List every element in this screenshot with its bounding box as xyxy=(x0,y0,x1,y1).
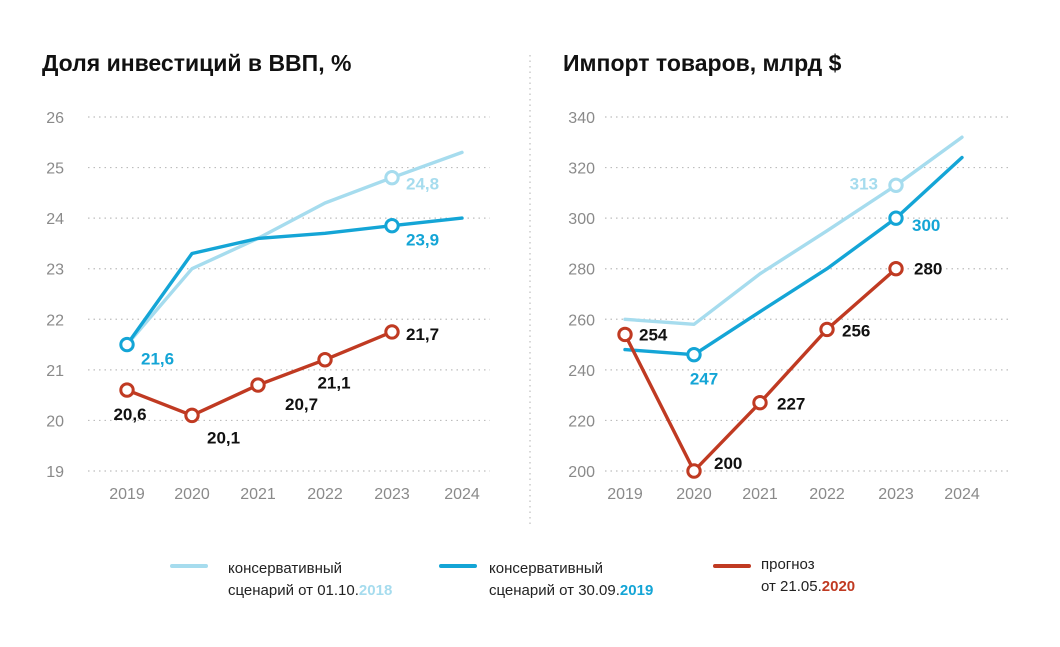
data-label: 300 xyxy=(912,216,940,235)
data-label: 227 xyxy=(777,395,805,414)
x-tick-label: 2020 xyxy=(174,486,210,503)
y-tick-label: 280 xyxy=(568,262,595,279)
y-tick-label: 22 xyxy=(46,312,64,329)
legend-date-prefix: сценарий от 01.10. xyxy=(228,582,359,599)
x-tick-label: 2022 xyxy=(307,486,343,503)
y-tick-label: 19 xyxy=(46,464,64,481)
x-tick-label: 2024 xyxy=(944,486,980,503)
data-label: 280 xyxy=(914,260,942,279)
data-point-marker xyxy=(888,177,904,193)
legend-label-line2: от 21.05.2020 xyxy=(761,578,855,595)
data-point-marker xyxy=(752,395,768,411)
data-point-marker xyxy=(819,321,835,338)
x-tick-label: 2024 xyxy=(444,486,480,503)
x-tick-label: 2020 xyxy=(676,486,712,503)
legend-label-line2: сценарий от 30.09.2019 xyxy=(489,582,653,599)
data-point-marker xyxy=(686,346,702,363)
x-tick-label: 2023 xyxy=(374,486,410,503)
series-line-light xyxy=(125,150,464,347)
legend-date-prefix: от 21.05. xyxy=(761,578,822,595)
data-point-marker xyxy=(250,377,266,393)
data-point-marker xyxy=(317,352,333,368)
legend-year: 2020 xyxy=(822,578,855,595)
data-point-marker xyxy=(184,407,200,424)
x-tick-label: 2023 xyxy=(878,486,914,503)
series-line-light xyxy=(623,135,964,326)
data-label: 20,1 xyxy=(207,428,240,447)
x-tick-label: 2019 xyxy=(109,486,145,503)
y-tick-label: 240 xyxy=(568,363,595,380)
legend-year: 2018 xyxy=(359,582,392,599)
y-tick-label: 20 xyxy=(46,413,64,430)
data-label: 200 xyxy=(714,454,742,473)
y-tick-label: 220 xyxy=(568,413,595,430)
data-point-marker xyxy=(686,463,702,479)
x-tick-label: 2021 xyxy=(240,486,276,503)
investment-chart: Доля инвестиций в ВВП, %2625242322212019… xyxy=(42,50,490,503)
data-label: 256 xyxy=(842,321,870,340)
data-point-marker xyxy=(888,210,904,226)
data-label: 20,7 xyxy=(285,395,318,414)
y-tick-label: 24 xyxy=(46,211,64,228)
data-point-marker xyxy=(384,169,400,186)
x-tick-label: 2019 xyxy=(607,486,643,503)
y-tick-label: 26 xyxy=(46,110,64,127)
legend-label-line1: прогноз xyxy=(761,556,815,573)
y-tick-label: 300 xyxy=(568,211,595,228)
data-point-marker xyxy=(617,326,633,343)
data-label: 247 xyxy=(690,370,718,389)
import-chart: Импорт товаров, млрд $ 340 320 300 280 260 240… xyxy=(563,50,1010,503)
data-label: 313 xyxy=(850,174,878,193)
chart-title: Импорт товаров, млрд $ xyxy=(563,50,842,76)
y-tick-label: 25 xyxy=(46,161,64,178)
y-tick-label: 340 xyxy=(568,110,595,127)
data-label: 20,6 xyxy=(113,405,146,424)
data-point-marker xyxy=(888,261,904,277)
legend-label-line1: консервативный xyxy=(489,560,603,577)
series-line-blue xyxy=(125,216,464,347)
data-label: 24,8 xyxy=(406,175,439,194)
data-point-marker xyxy=(384,218,400,234)
data-label: 254 xyxy=(639,325,668,344)
y-tick-label: 21 xyxy=(46,363,64,380)
legend-label-line2: сценарий от 01.10.2018 xyxy=(228,582,392,599)
x-tick-label: 2021 xyxy=(742,486,778,503)
data-label: 21,7 xyxy=(406,325,439,344)
series-line-red xyxy=(125,330,394,418)
data-point-marker xyxy=(119,336,135,353)
y-tick-label: 200 xyxy=(568,464,595,481)
data-point-marker xyxy=(119,382,135,398)
chart-title: Доля инвестиций в ВВП, % xyxy=(42,50,351,76)
series-line-blue xyxy=(623,155,964,357)
legend-year: 2019 xyxy=(620,582,653,599)
x-tick-label: 2022 xyxy=(809,486,845,503)
data-label: 23,9 xyxy=(406,231,439,250)
legend: консервативный сценарий от 01.10.2018 конс… xyxy=(170,556,855,599)
y-tick-label: 260 xyxy=(568,312,595,329)
legend-label-line1: консервативный xyxy=(228,560,342,577)
y-tick-label: 320 xyxy=(568,161,595,178)
data-point-marker xyxy=(384,324,400,340)
data-label: 21,1 xyxy=(317,374,350,393)
y-tick-label: 23 xyxy=(46,262,64,279)
data-label: 21,6 xyxy=(141,350,174,369)
legend-date-prefix: сценарий от 30.09. xyxy=(489,582,620,599)
